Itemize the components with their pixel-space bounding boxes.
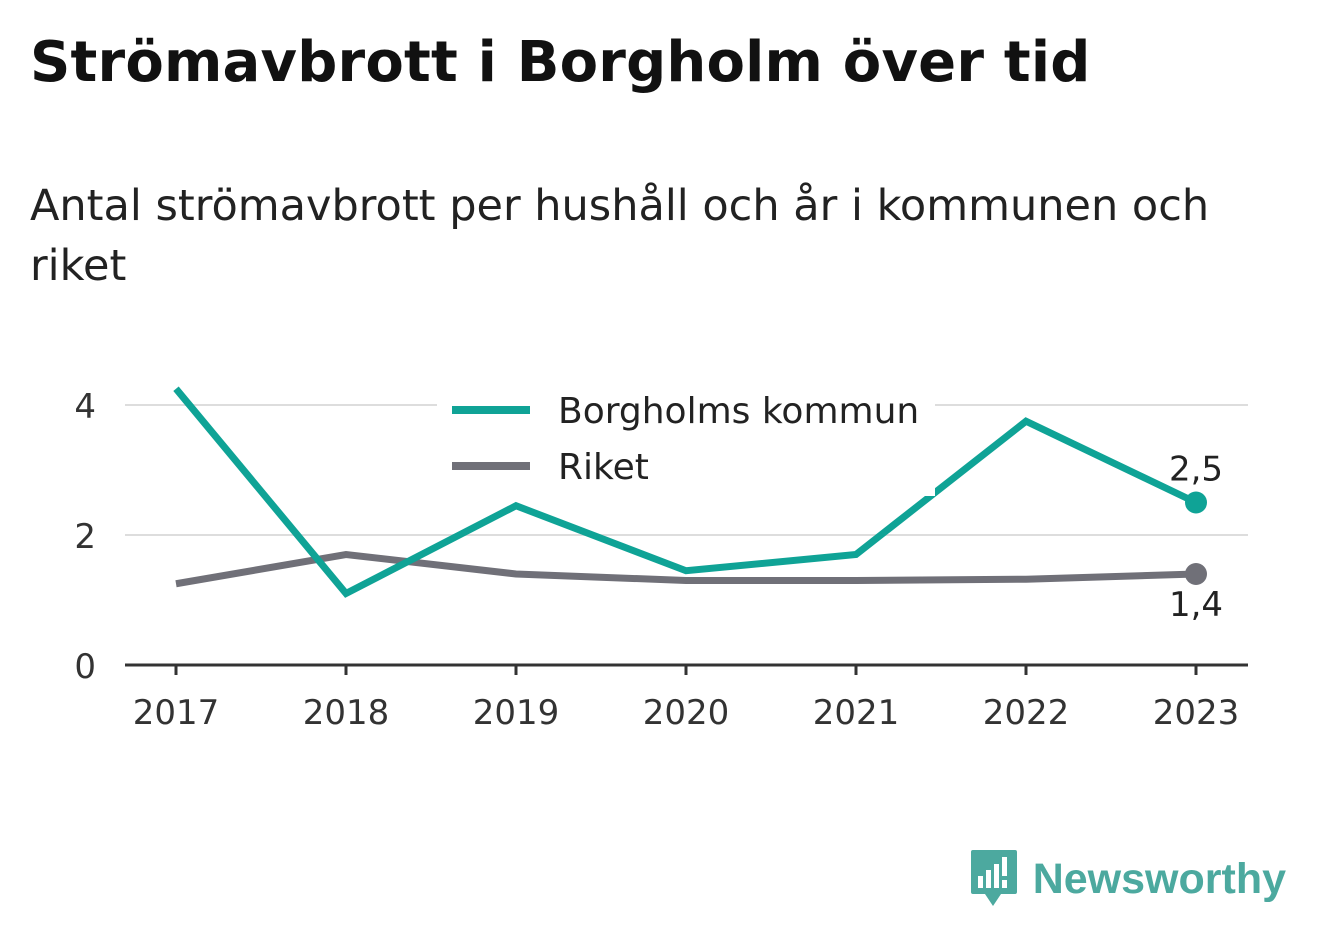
x-tick-label: 2023 [1153,693,1240,733]
legend-label-0: Borgholms kommun [558,391,919,432]
chart-title: Strömavbrott i Borgholm över tid [30,30,1091,95]
brand-logo: Newsworthy [969,848,1286,910]
series-end-point-1 [1185,563,1207,585]
x-tick-label: 2021 [813,693,900,733]
x-tick-label: 2020 [643,693,730,733]
chart-subtitle: Antal strömavbrott per hushåll och år i … [30,181,1210,291]
y-tick-label: 0 [74,647,96,687]
x-tick-label: 2018 [303,693,390,733]
y-tick-label: 4 [74,387,96,427]
legend-label-1: Riket [558,447,649,488]
x-tick-label: 2019 [473,693,560,733]
series-end-point-0 [1185,491,1207,514]
series-end-label-0: 2,5 [1169,450,1223,490]
series-line-0 [173,386,1198,598]
series-end-label-1: 1,4 [1169,585,1223,625]
series-line-1 [175,550,1197,588]
x-tick-label: 2022 [983,693,1070,733]
brand-name: Newsworthy [1032,854,1286,903]
newsworthy-logo-icon [970,850,1017,906]
x-tick-label: 2017 [133,693,220,733]
y-tick-label: 2 [74,517,96,557]
legend-background [437,378,935,496]
